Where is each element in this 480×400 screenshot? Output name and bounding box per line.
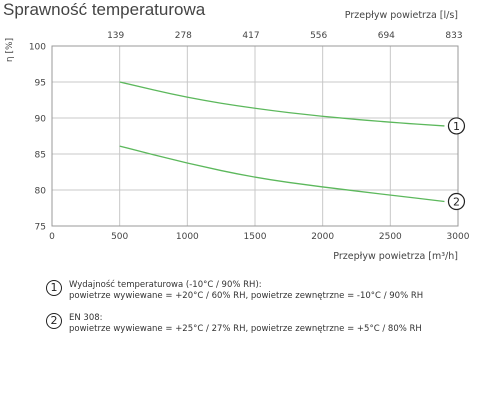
- legend-2-line2: powietrze wywiewane = +25°C / 27% RH, po…: [69, 324, 422, 334]
- x-tick-label: 2000: [311, 232, 334, 242]
- x2-tick-label: 833: [445, 31, 462, 41]
- y-tick-label: 100: [29, 43, 46, 53]
- x2-axis-title: Przepływ powietrza [l/s]: [345, 10, 458, 21]
- series-line-2: [119, 145, 445, 203]
- x-axis-title: Przepływ powietrza [m³/h]: [333, 251, 458, 262]
- legend-1-line1: Wydajność temperaturowa (-10°C / 90% RH)…: [69, 280, 262, 290]
- y-tick-label: 85: [35, 151, 46, 161]
- y-tick-label: 80: [35, 187, 47, 197]
- x-tick-label: 3000: [447, 232, 470, 242]
- series-marker-label-2: 2: [453, 196, 460, 209]
- y-tick-label: 95: [35, 79, 46, 89]
- legend-marker-1: 1: [46, 280, 62, 296]
- x-tick-label: 1500: [244, 232, 267, 242]
- legend-2-line1: EN 308:: [69, 313, 103, 323]
- legend-text-2: EN 308: powietrze wywiewane = +25°C / 27…: [69, 313, 422, 335]
- x-tick-label: 2500: [379, 232, 402, 242]
- series-marker-1: [447, 117, 466, 135]
- legend-text-1: Wydajność temperaturowa (-10°C / 90% RH)…: [69, 280, 423, 302]
- legend-1-line2: powietrze wywiewane = +20°C / 60% RH, po…: [69, 291, 424, 301]
- series-line-1: [119, 81, 445, 127]
- x2-tick-label: 278: [175, 31, 192, 41]
- chart-title: Sprawność temperaturowa: [3, 0, 206, 19]
- legend-marker-2: 2: [46, 313, 62, 329]
- y-tick-label: 90: [35, 115, 47, 125]
- series-marker-label-1: 1: [453, 120, 460, 133]
- x2-tick-label: 139: [107, 31, 124, 41]
- x-tick-label: 1000: [176, 232, 199, 242]
- x2-tick-label: 556: [310, 31, 327, 41]
- y-tick-label: 75: [35, 223, 46, 233]
- x2-tick-label: 694: [378, 31, 395, 41]
- x2-tick-label: 417: [242, 31, 259, 41]
- plot-frame: [51, 45, 459, 227]
- x-tick-label: 0: [49, 232, 55, 242]
- x-tick-label: 500: [111, 232, 128, 242]
- series-marker-2: [447, 192, 466, 211]
- y-axis-title: η [%]: [5, 38, 15, 62]
